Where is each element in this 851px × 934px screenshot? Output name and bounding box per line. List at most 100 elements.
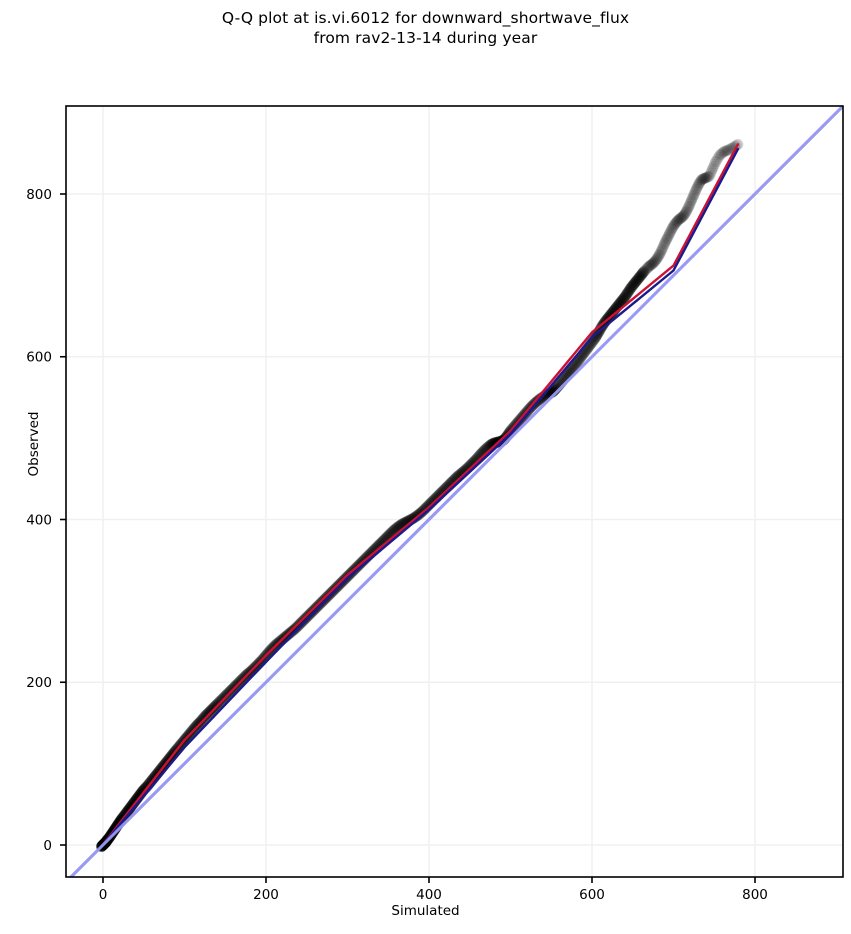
scatter-point bbox=[635, 270, 647, 282]
scatter-point bbox=[645, 259, 657, 271]
scatter-point bbox=[621, 288, 633, 300]
chart-title-line-2: from rav2-13-14 during year bbox=[313, 29, 538, 48]
scatter-point bbox=[205, 704, 217, 716]
scatter-point bbox=[653, 250, 665, 262]
scatter-point bbox=[291, 621, 303, 633]
scatter-point bbox=[196, 714, 208, 726]
scatter-point bbox=[287, 625, 299, 637]
scatter-point bbox=[197, 713, 209, 725]
scatter-point bbox=[294, 618, 306, 630]
scatter-point bbox=[623, 285, 635, 297]
chart-title-line-1: Q-Q plot at is.vi.6012 for downward_shor… bbox=[221, 9, 630, 27]
scatter-point bbox=[324, 588, 336, 600]
scatter-point bbox=[567, 362, 579, 374]
scatter-point bbox=[679, 208, 691, 220]
scatter-point bbox=[699, 172, 711, 184]
scatter-point bbox=[636, 268, 648, 280]
scatter-point bbox=[291, 621, 303, 633]
scatter-point bbox=[328, 584, 340, 596]
scatter-point bbox=[658, 240, 670, 252]
scatter-point bbox=[190, 720, 202, 732]
scatter-point bbox=[617, 293, 629, 305]
scatter-point bbox=[711, 153, 723, 165]
scatter-point bbox=[713, 151, 725, 163]
scatter-point bbox=[690, 185, 702, 197]
scatter-point bbox=[192, 718, 204, 730]
scatter-point bbox=[329, 583, 341, 595]
scatter-point bbox=[330, 582, 342, 594]
scatter-point bbox=[311, 601, 323, 613]
scatter-point bbox=[646, 258, 658, 270]
scatter-point bbox=[292, 620, 304, 632]
y-tick-label: 800 bbox=[26, 187, 52, 203]
scatter-point bbox=[648, 256, 660, 268]
fit-lines bbox=[68, 106, 843, 877]
scatter-point bbox=[201, 708, 213, 720]
scatter-point bbox=[295, 617, 307, 629]
x-axis-ticks: 0 200 400 600 800 bbox=[99, 877, 768, 903]
scatter-point bbox=[715, 148, 727, 160]
scatter-point bbox=[605, 308, 617, 320]
scatter-point bbox=[325, 587, 337, 599]
scatter-point bbox=[315, 597, 327, 609]
scatter-point bbox=[629, 277, 641, 289]
scatter-point bbox=[625, 282, 637, 294]
scatter-point bbox=[294, 618, 306, 630]
scatter-point bbox=[642, 261, 654, 273]
x-tick-label: 0 bbox=[99, 887, 108, 903]
scatter-point bbox=[671, 216, 683, 228]
scatter-point bbox=[628, 278, 640, 290]
scatter-point bbox=[661, 233, 673, 245]
scatter-point bbox=[316, 596, 328, 608]
scatter-point bbox=[650, 253, 662, 265]
scatter-point bbox=[625, 281, 637, 293]
scatter-point bbox=[605, 309, 617, 321]
scatter-point bbox=[615, 295, 627, 307]
scatter-point bbox=[205, 705, 217, 717]
scatter-point bbox=[590, 331, 602, 343]
scatter-point bbox=[706, 165, 718, 177]
scatter-point bbox=[204, 706, 216, 718]
scatter-point bbox=[211, 698, 223, 710]
scatter-point bbox=[305, 607, 317, 619]
scatter-point bbox=[624, 284, 636, 296]
scatter-point bbox=[297, 615, 309, 627]
scatter-point bbox=[327, 585, 339, 597]
scatter-point bbox=[663, 230, 675, 242]
scatter-point bbox=[302, 610, 314, 622]
scatter-point bbox=[622, 287, 634, 299]
scatter-point bbox=[192, 718, 204, 730]
scatter-point bbox=[296, 616, 308, 628]
scatter-point bbox=[323, 589, 335, 601]
scatter-point bbox=[668, 220, 679, 232]
scatter-point bbox=[317, 595, 329, 607]
scatter-point bbox=[636, 268, 648, 280]
scatter-point bbox=[719, 145, 731, 157]
scatter-point bbox=[199, 710, 211, 722]
scatter-point bbox=[675, 212, 687, 224]
scatter-point bbox=[660, 234, 672, 246]
scatter-point bbox=[678, 209, 690, 221]
scatter-point bbox=[692, 180, 704, 192]
scatter-point bbox=[659, 236, 671, 248]
scatter-point bbox=[638, 265, 650, 277]
scatter-point bbox=[309, 603, 321, 615]
scatter-point bbox=[607, 306, 619, 318]
scatter-point bbox=[616, 295, 628, 307]
scatter-point bbox=[315, 597, 327, 609]
scatter-point bbox=[645, 259, 657, 271]
scatter-point bbox=[209, 700, 221, 712]
scatter-point bbox=[201, 709, 213, 721]
one-to-one-line-overlay bbox=[68, 106, 843, 877]
scatter-point bbox=[623, 285, 635, 297]
scatter-point bbox=[214, 696, 226, 708]
scatter-point bbox=[698, 172, 710, 184]
scatter-point bbox=[686, 193, 698, 205]
scatter-point bbox=[649, 256, 661, 268]
scatter-point bbox=[718, 146, 730, 158]
scatter-point bbox=[212, 698, 224, 710]
y-tick-label: 200 bbox=[26, 675, 52, 691]
scatter-point bbox=[318, 594, 330, 606]
scatter-point bbox=[331, 581, 343, 593]
